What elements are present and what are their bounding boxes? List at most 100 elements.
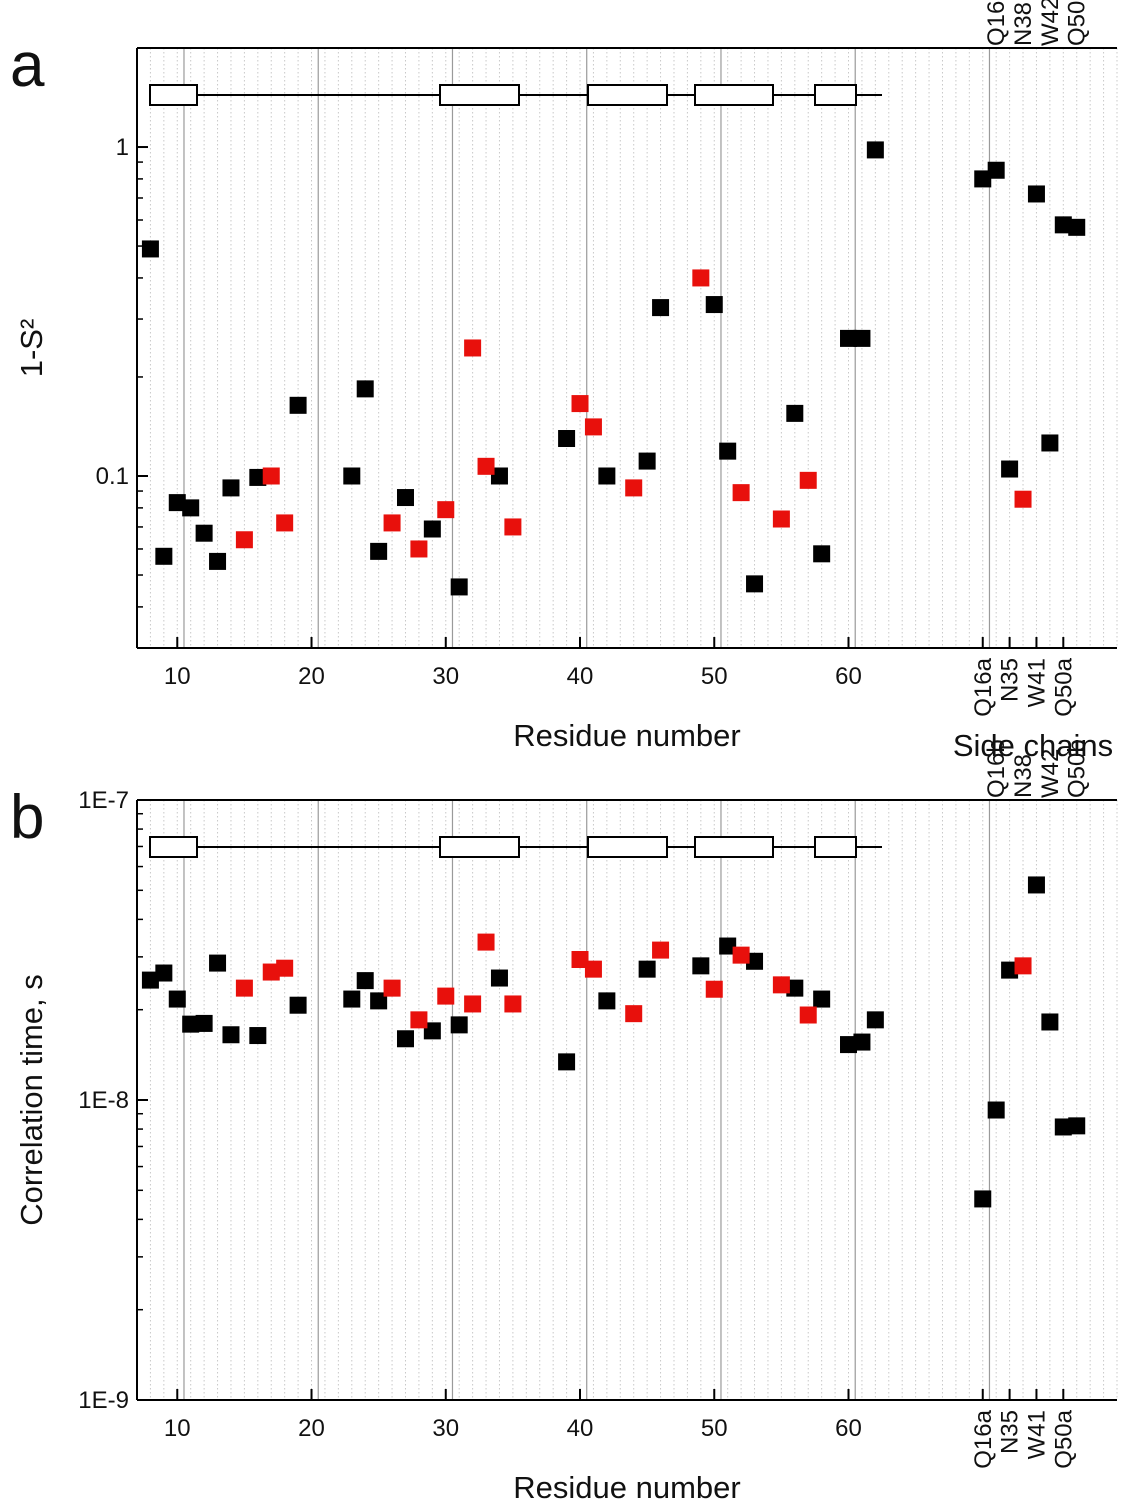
point <box>289 996 307 1014</box>
point <box>222 1026 240 1044</box>
point <box>182 499 200 517</box>
point <box>464 339 482 357</box>
point <box>719 937 737 955</box>
point <box>813 545 831 563</box>
point <box>974 170 992 188</box>
point <box>598 992 616 1010</box>
point <box>410 1011 428 1029</box>
side-chains-label: Side chains <box>953 728 1113 763</box>
ss-box <box>814 836 857 858</box>
point <box>625 1005 643 1023</box>
x-tick-label: 30 <box>432 1415 459 1442</box>
point <box>155 547 173 565</box>
point <box>289 396 307 414</box>
x-tick-label: Q16a <box>970 657 997 716</box>
point <box>786 979 804 997</box>
point <box>584 960 602 978</box>
top-tick-label: Q16b <box>983 739 1010 798</box>
point <box>1027 185 1045 203</box>
point <box>1041 1013 1059 1031</box>
point <box>638 960 656 978</box>
point <box>235 531 253 549</box>
point <box>262 467 280 485</box>
point <box>235 979 253 997</box>
point <box>182 1015 200 1033</box>
x-tick-label: 40 <box>567 1415 594 1442</box>
point <box>692 957 710 975</box>
point <box>490 467 508 485</box>
point <box>1068 218 1086 236</box>
point <box>799 1006 817 1024</box>
ss-box <box>587 836 668 858</box>
point <box>746 952 764 970</box>
point <box>209 954 227 972</box>
point <box>249 1027 267 1045</box>
top-tick-label: W42 <box>1037 749 1064 798</box>
point <box>746 575 764 593</box>
point <box>705 296 723 314</box>
point <box>222 479 240 497</box>
point <box>584 418 602 436</box>
y-tick-label: 1E-9 <box>78 1387 129 1414</box>
point <box>464 995 482 1013</box>
x-tick-label: N35 <box>997 1410 1024 1454</box>
point <box>772 510 790 528</box>
point <box>168 990 186 1008</box>
point <box>974 1190 992 1208</box>
top-tick-label: Q50b <box>1064 0 1091 46</box>
point <box>652 941 670 959</box>
point <box>141 971 159 989</box>
point <box>692 269 710 287</box>
point <box>343 990 361 1008</box>
point <box>195 1014 213 1032</box>
point <box>1041 434 1059 452</box>
x-tick-label: Q50a <box>1050 1409 1077 1468</box>
point <box>799 471 817 489</box>
x-tick-label: 60 <box>835 663 862 690</box>
ss-box <box>149 84 198 106</box>
y-tick-label: 1E-7 <box>78 787 129 814</box>
point <box>423 520 441 538</box>
point <box>276 514 294 532</box>
point <box>1054 216 1072 234</box>
point <box>1001 961 1019 979</box>
point <box>343 467 361 485</box>
point <box>598 467 616 485</box>
point <box>383 514 401 532</box>
y-tick-label: 1E-8 <box>78 1087 129 1114</box>
point <box>370 992 388 1010</box>
y-tick-label: 1 <box>116 134 129 161</box>
x-tick-label: 50 <box>701 663 728 690</box>
point <box>866 1011 884 1029</box>
point <box>571 395 589 413</box>
point <box>652 299 670 317</box>
x-tick-label: 40 <box>567 663 594 690</box>
ss-box <box>694 84 774 106</box>
point <box>732 946 750 964</box>
x-axis-label: Residue number <box>513 1470 740 1505</box>
point <box>504 518 522 536</box>
point <box>840 1036 858 1054</box>
point <box>866 141 884 159</box>
point <box>732 484 750 502</box>
point <box>504 995 522 1013</box>
point <box>477 933 495 951</box>
point <box>410 540 428 558</box>
point <box>1068 1117 1086 1135</box>
x-tick-label: W41 <box>1023 1410 1050 1459</box>
point <box>772 976 790 994</box>
point <box>450 1016 468 1034</box>
panel-label: b <box>10 783 44 852</box>
ss-box <box>587 84 668 106</box>
ss-box <box>814 84 857 106</box>
y-axis-label: Correlation time, s <box>14 974 49 1226</box>
top-tick-label: Q16b <box>983 0 1010 46</box>
top-tick-label: N38 <box>1010 2 1037 46</box>
point <box>209 552 227 570</box>
ss-box <box>439 836 520 858</box>
x-tick-label: 30 <box>432 663 459 690</box>
point <box>276 959 294 977</box>
point <box>558 1053 576 1071</box>
